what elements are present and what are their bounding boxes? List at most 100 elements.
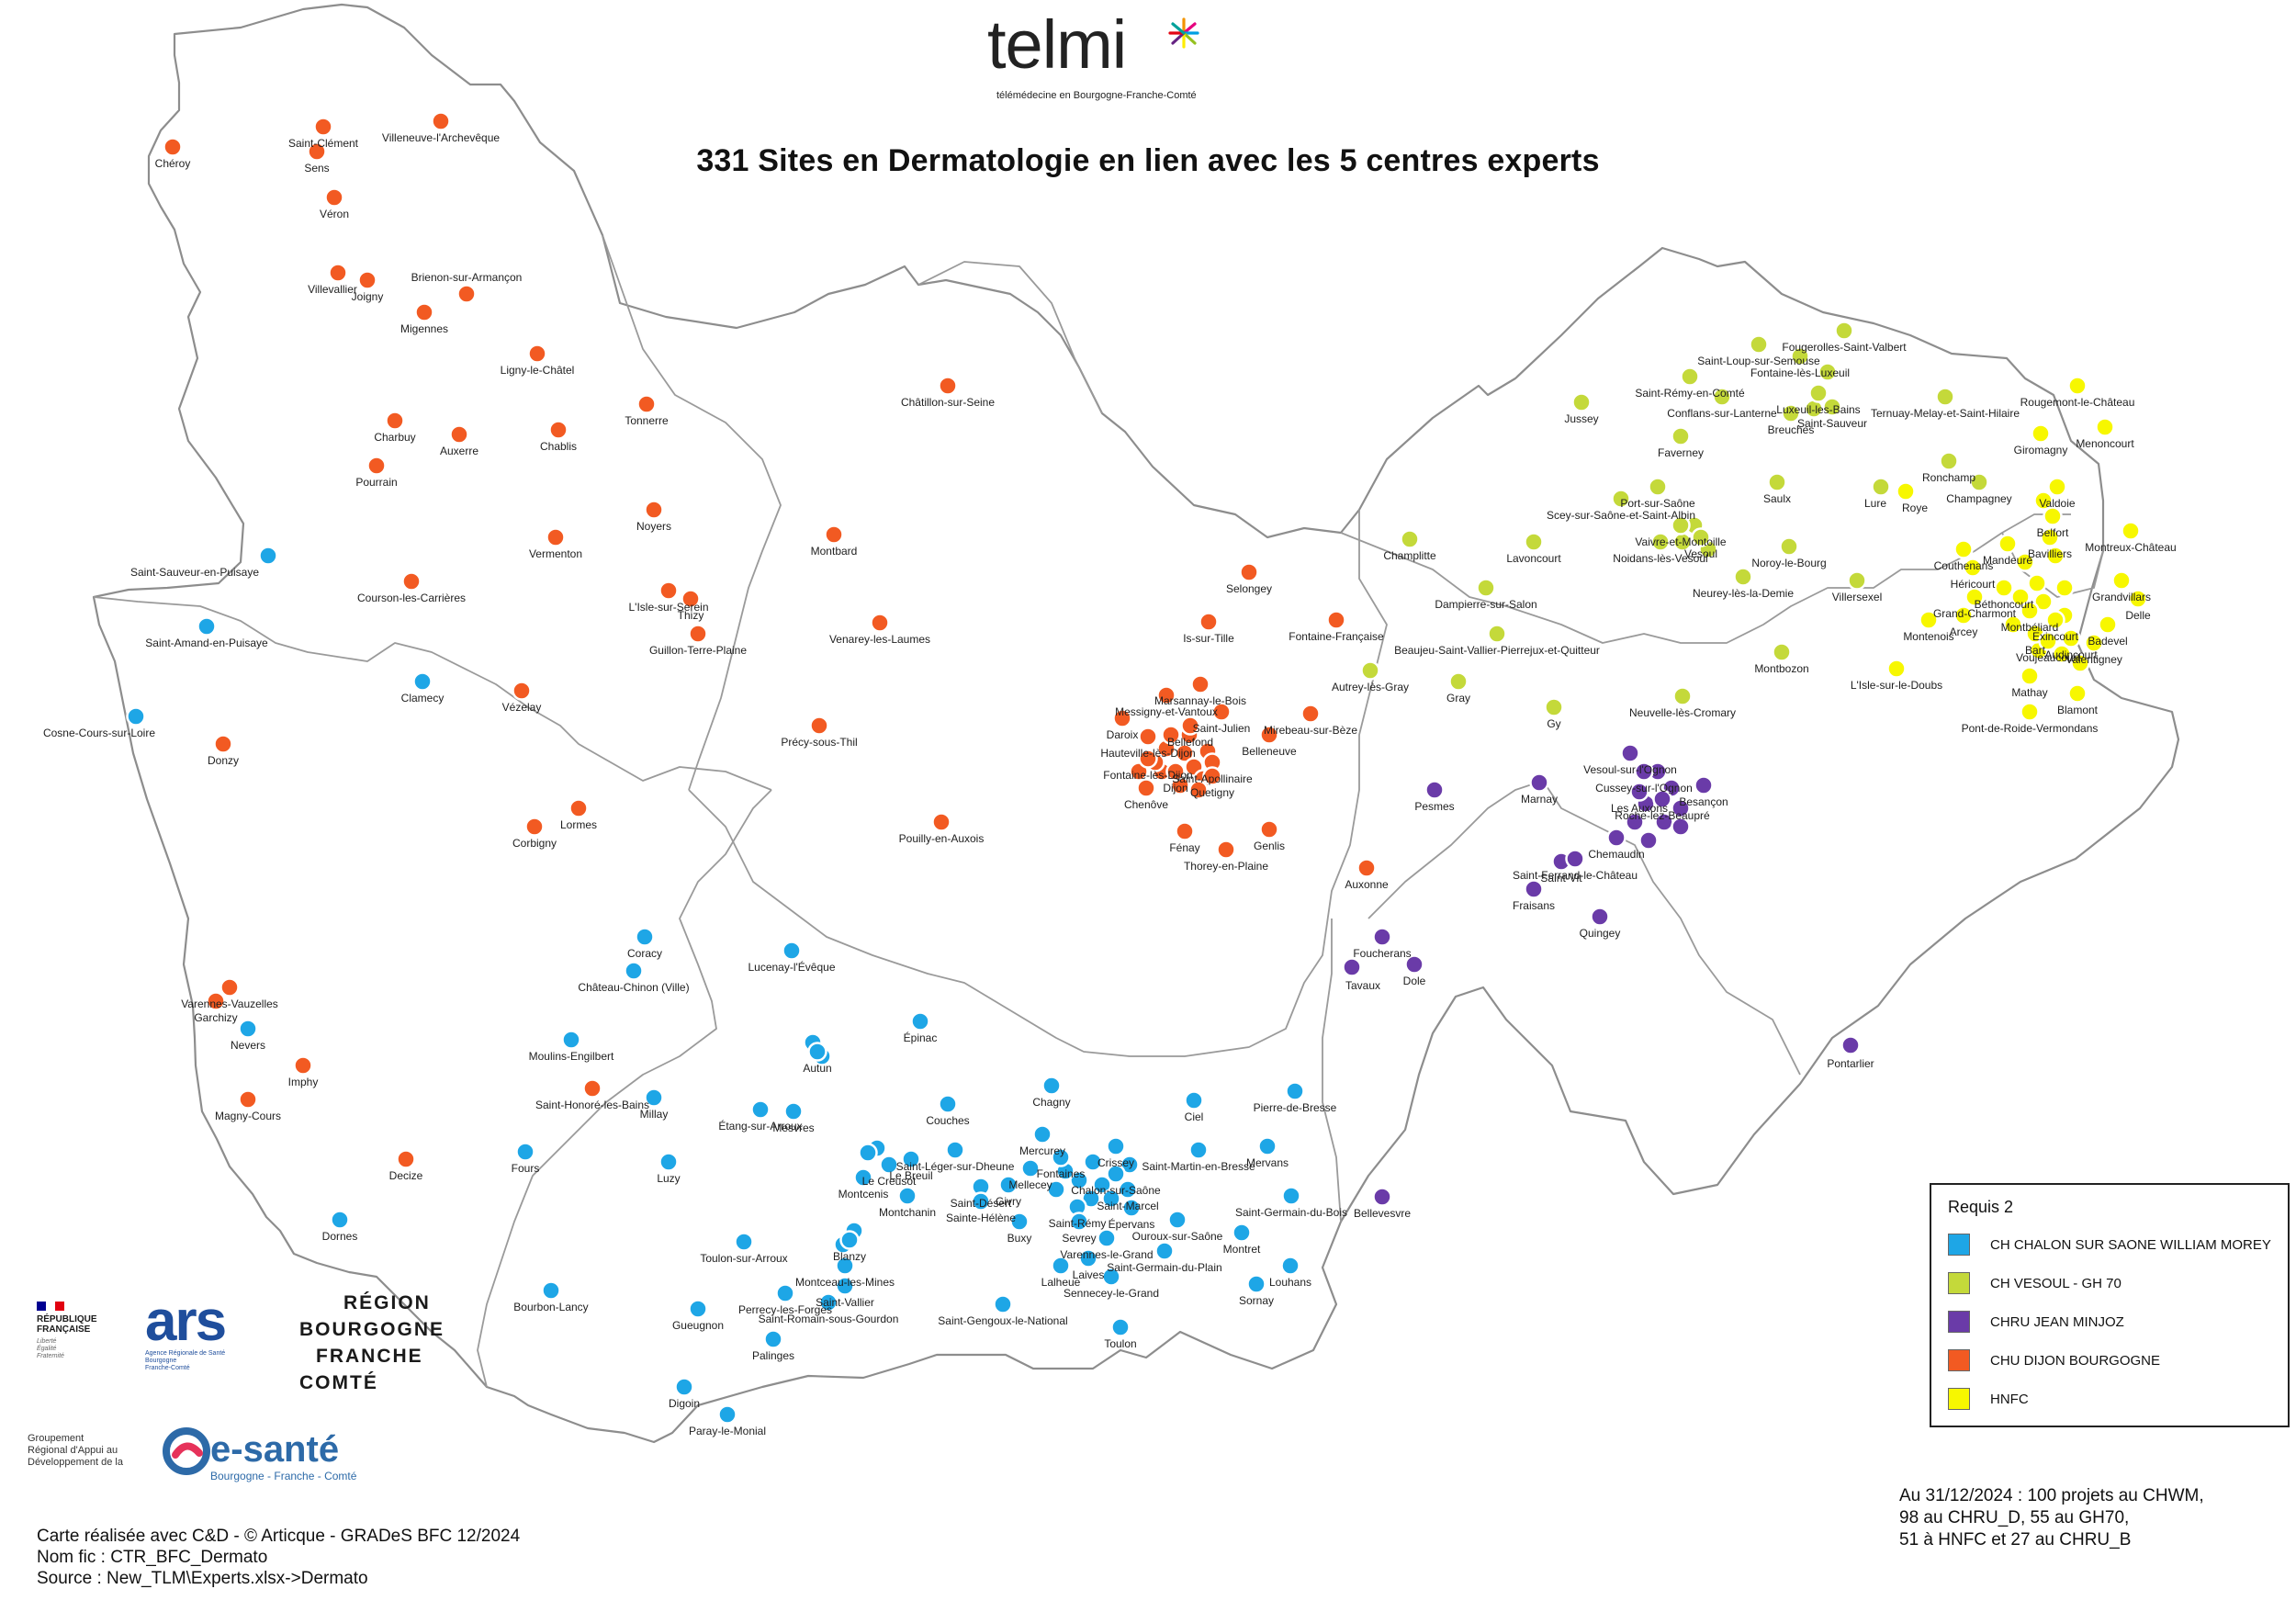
site-marker-magny-cours — [238, 1089, 258, 1110]
place-label-grand-charmont: Grand-Charmont — [1933, 607, 2017, 620]
place-label-le-breuil: Le Breuil — [889, 1169, 932, 1182]
site-marker-clamecy — [412, 671, 433, 692]
flag-red — [55, 1302, 64, 1311]
legend-swatch-hnfc — [1948, 1388, 1970, 1410]
site-marker-garchizy — [206, 991, 226, 1011]
site-marker-precy-sous-thil — [809, 716, 829, 736]
place-label-gray: Gray — [1446, 692, 1470, 704]
site-marker-chenove — [1136, 778, 1156, 798]
rf-line-1: RÉPUBLIQUE — [37, 1314, 97, 1324]
esante-sub: Bourgogne - Franche - Comté — [210, 1470, 357, 1482]
site-marker-donzy — [213, 734, 233, 754]
place-label-chenove: Chenôve — [1124, 798, 1168, 811]
place-label-etang-sur-arroux: Étang-sur-Arroux — [718, 1119, 802, 1133]
place-label-nevers: Nevers — [231, 1039, 265, 1052]
place-label-fontaine-les-dijon: Fontaine-lès-Dijon — [1103, 769, 1192, 782]
site-marker-louhans — [1280, 1256, 1300, 1276]
site-marker-montenois — [1919, 610, 1939, 630]
place-label-saint-leger-sur-dheune: Saint-Léger-sur-Dheune — [896, 1160, 1015, 1173]
site-marker-fontaine-les-luxeuil — [1790, 346, 1810, 366]
site-marker-hauteville-les-dijon — [1138, 727, 1158, 747]
site-marker-fours — [515, 1142, 535, 1162]
region-outline — [92, 3, 2180, 1444]
site-marker-mathay — [2020, 666, 2040, 686]
place-label-conflans-sur-lanterne: Conflans-sur-Lanterne — [1667, 407, 1777, 420]
site-marker-decize — [396, 1149, 416, 1169]
place-label-luzy: Luzy — [657, 1172, 680, 1185]
site-marker-palinges — [763, 1329, 783, 1349]
place-label-montchanin: Montchanin — [879, 1206, 936, 1219]
place-label-epervans: Épervans — [1109, 1217, 1155, 1231]
site-marker-brienon-sur-armancon — [456, 284, 477, 304]
place-label-palinges: Palinges — [752, 1349, 794, 1362]
place-label-saint-germain-du-plain: Saint-Germain-du-Plain — [1107, 1261, 1221, 1274]
site-marker-messigny-et-vantoux — [1156, 685, 1176, 705]
place-label-mesvres: Mesvres — [772, 1121, 814, 1134]
site-marker-charbuy — [385, 411, 405, 431]
site-marker-auxerre — [449, 424, 469, 445]
site-marker-breuches — [1781, 403, 1801, 423]
place-label-saint-romain-sous-gourdon: Saint-Romain-sous-Gourdon — [759, 1313, 899, 1325]
site-marker-sennecey-le-grand — [1101, 1267, 1121, 1287]
site-marker — [2015, 552, 2035, 572]
site-marker-neurey-les-la-demie — [1733, 567, 1753, 587]
site-marker — [1625, 812, 1645, 832]
credits-line-3: Source : New_TLM\Experts.xlsx->Dermato — [37, 1569, 368, 1588]
site-marker-montcenis — [853, 1167, 873, 1188]
site-marker-montbozon — [1772, 642, 1792, 662]
site-marker-selongey — [1239, 562, 1259, 582]
place-label-digoin: Digoin — [669, 1397, 700, 1410]
place-label-arcey: Arcey — [1950, 626, 1978, 638]
site-marker-saint-amand-en-puisaye — [197, 616, 217, 637]
place-label-l-isle-sur-serein: L'Isle-sur-Serein — [629, 601, 709, 614]
site-marker-givry — [998, 1175, 1019, 1195]
place-label-sainte-helene: Sainte-Hélène — [946, 1212, 1016, 1224]
place-label-marsannay-le-bois: Marsannay-le-Bois — [1154, 694, 1246, 707]
place-label-sennecey-le-grand: Sennecey-le-Grand — [1064, 1287, 1159, 1300]
site-marker-saint-leger-sur-dheune — [945, 1140, 965, 1160]
place-label-louhans: Louhans — [1269, 1276, 1311, 1289]
rf-motto: Liberté Égalité Fraternité — [37, 1338, 110, 1360]
site-marker — [1638, 830, 1659, 851]
site-marker-luxeuil-les-bains — [1808, 383, 1829, 403]
place-label-giromagny: Giromagny — [2014, 444, 2068, 456]
site-marker — [1161, 725, 1181, 745]
site-marker-pourrain — [366, 456, 387, 476]
rf-motto-3: Fraternité — [37, 1353, 64, 1359]
site-marker-luzy — [658, 1152, 679, 1172]
site-marker-bavilliers — [2040, 527, 2060, 547]
place-label-sornay: Sornay — [1239, 1294, 1274, 1307]
site-marker-paray-le-monial — [717, 1404, 737, 1425]
site-marker-bellevesvre — [1372, 1187, 1392, 1207]
place-label-rougemont-le-chateau: Rougemont-le-Château — [2020, 396, 2135, 409]
place-label-lure: Lure — [1864, 497, 1886, 510]
site-marker-montchanin — [897, 1186, 917, 1206]
place-label-luxeuil-les-bains: Luxeuil-les-Bains — [1776, 403, 1860, 416]
site-markers — [126, 111, 2148, 1425]
site-marker-cheroy — [163, 137, 183, 157]
place-label-champlitte: Champlitte — [1383, 549, 1436, 562]
site-marker — [2027, 573, 2047, 593]
esante-mark-icon — [163, 1427, 210, 1475]
place-label-saint-marcel: Saint-Marcel — [1097, 1200, 1158, 1212]
place-label-saint-gengoux-le-national: Saint-Gengoux-le-National — [938, 1314, 1067, 1327]
site-marker-ciel — [1184, 1090, 1204, 1110]
site-marker-mervans — [1257, 1136, 1277, 1156]
place-label-vezelay: Vézelay — [502, 701, 542, 714]
place-label-moulins-engilbert: Moulins-Engilbert — [529, 1050, 614, 1063]
site-marker — [1083, 1152, 1103, 1172]
site-marker-digoin — [674, 1377, 694, 1397]
place-label-selongey: Selongey — [1226, 582, 1272, 595]
site-marker-hericourt — [1963, 558, 1983, 578]
site-marker-pouilly-en-auxois — [931, 812, 951, 832]
site-marker-montceau-les-mines — [835, 1256, 855, 1276]
place-label-corbigny: Corbigny — [512, 837, 557, 850]
site-marker — [1101, 1189, 1121, 1209]
place-label-gy: Gy — [1547, 717, 1560, 730]
site-marker-marsannay-le-bois — [1190, 674, 1210, 694]
place-label-montbeliard: Montbéliard — [2001, 621, 2059, 634]
place-label-migennes: Migennes — [400, 322, 448, 335]
site-marker-montret — [1232, 1223, 1252, 1243]
site-marker-vezelay — [512, 681, 532, 701]
legend-label-chwm: CH CHALON SUR SAONE WILLIAM MOREY — [1990, 1236, 2271, 1253]
